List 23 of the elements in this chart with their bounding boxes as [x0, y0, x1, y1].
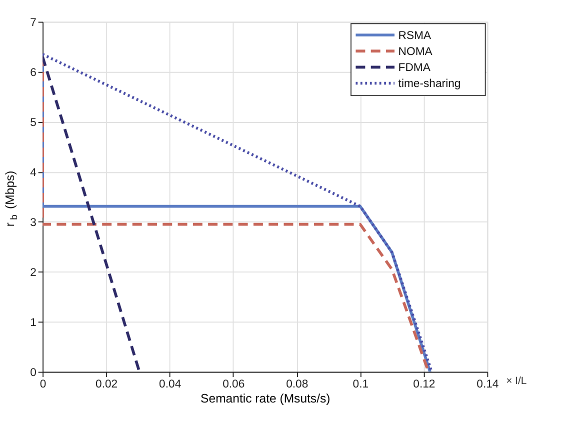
x-tick-label: 0.04 — [159, 378, 182, 390]
y-tick-label: 0 — [30, 367, 36, 380]
y-tick-label: 2 — [30, 267, 36, 280]
y-tick-label: 7 — [30, 17, 36, 30]
y-axis-title: rb (Mbps) — [3, 170, 20, 227]
y-tick-label: 5 — [30, 117, 36, 130]
x-tick-label: 0.12 — [413, 378, 436, 390]
x-tick-label: 0.02 — [96, 378, 118, 390]
legend-label: FDMA — [398, 62, 431, 74]
x-axis-title: Semantic rate (Msuts/s) — [200, 392, 330, 406]
x-tick-label: 0.06 — [222, 378, 245, 390]
y-tick-label: 4 — [30, 167, 36, 180]
legend-label: time-sharing — [398, 78, 461, 90]
x-tick-label: 0.1 — [352, 378, 369, 390]
x-tick-label: 0.08 — [286, 378, 308, 390]
text: × I/L — [506, 376, 527, 388]
x-tick-label: 0 — [40, 378, 46, 390]
x-tick-label: 0.14 — [476, 378, 499, 390]
y-tick-label: 6 — [30, 67, 36, 80]
legend-label: NOMA — [398, 46, 433, 58]
y-tick-label: 3 — [30, 217, 36, 230]
legend-label: RSMA — [398, 30, 432, 42]
y-tick-label: 1 — [30, 317, 36, 330]
